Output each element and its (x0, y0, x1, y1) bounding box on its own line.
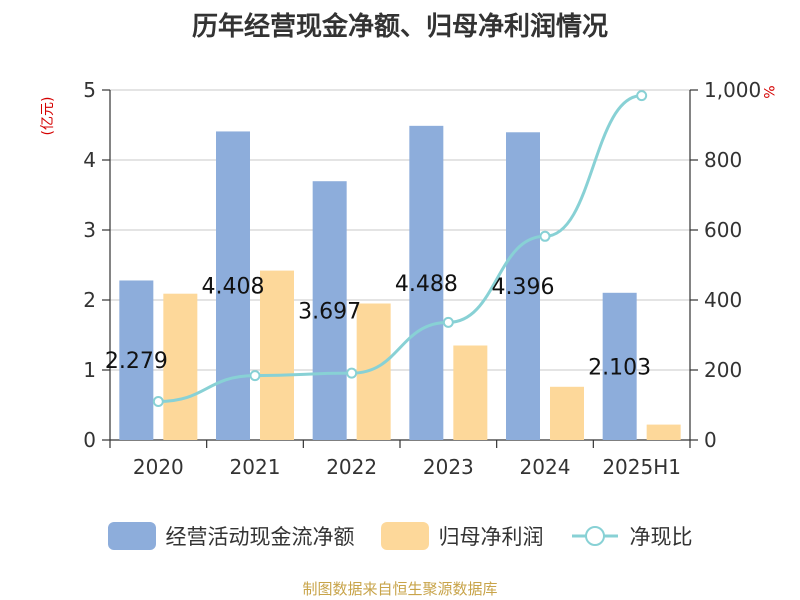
bar-data-label: 3.697 (298, 300, 361, 325)
bar-0 (216, 131, 250, 440)
source-note: 制图数据来自恒生聚源数据库 (302, 580, 498, 598)
bar-0 (312, 181, 347, 440)
line-point (249, 370, 261, 382)
bar-1 (550, 386, 584, 440)
grid-lines (110, 89, 690, 371)
line-path (158, 94, 642, 403)
bar-1 (646, 424, 681, 440)
bar-data-label: 4.488 (395, 272, 458, 297)
legend-line-marker (571, 526, 618, 546)
bar-0 (119, 280, 154, 440)
line-point (636, 90, 648, 102)
x-tick-label: 2024 (520, 455, 571, 479)
legend-swatch (380, 522, 429, 550)
line-point (346, 367, 358, 379)
left-tick-label: 1 (83, 358, 96, 382)
legend-label: 经营活动现金流净额 (165, 525, 355, 549)
right-tick-label: 800 (704, 148, 742, 172)
right-tick-label: 200 (704, 358, 742, 382)
bar-0 (602, 292, 637, 440)
bar-data-label: 2.279 (105, 349, 168, 374)
x-tick-label: 2021 (230, 455, 281, 479)
bar-data-label: 4.408 (202, 275, 265, 300)
x-tick-label: 2020 (133, 455, 184, 479)
right-tick-label: 400 (704, 288, 742, 312)
bars (119, 125, 681, 440)
line-point (539, 230, 551, 242)
legend-item[interactable]: 经营活动现金流净额 (107, 521, 355, 551)
left-tick-label: 3 (83, 218, 96, 242)
left-tick-label: 5 (83, 78, 96, 102)
chart-title: 历年经营现金净额、归母净利润情况 (191, 12, 608, 42)
left-axis-unit: (亿元) (40, 97, 56, 136)
line-series (152, 90, 648, 407)
left-tick-label: 4 (83, 148, 96, 172)
x-tick-label: 2025H1 (602, 455, 681, 479)
left-tick-label: 0 (83, 428, 96, 452)
line-point (442, 316, 454, 328)
bar-1 (453, 345, 488, 440)
right-tick-label: 0 (704, 428, 717, 452)
axes: 0 1 2 3 4 5 0 200 400 600 800 1,000 2020 2021 2022 2023… (40, 78, 776, 479)
left-tick-label: 2 (83, 288, 96, 312)
bar-data-label: 4.396 (492, 275, 555, 300)
legend: 经营活动现金流净额 归母净利润 净现比 (0, 518, 800, 554)
bar-0 (409, 125, 444, 440)
bar-1 (260, 270, 294, 440)
x-tick-label: 2022 (326, 455, 377, 479)
line-point (152, 396, 164, 407)
legend-item[interactable]: 净现比 (570, 521, 693, 551)
right-tick-label: 600 (704, 218, 742, 242)
bar-data-label: 2.103 (588, 355, 651, 380)
x-tick-label: 2023 (423, 455, 474, 479)
legend-label: 净现比 (629, 525, 693, 549)
data-labels: 2.279 4.408 3.697 4.488 4.396 2.103 (105, 272, 651, 380)
legend-label: 归母净利润 (438, 525, 544, 549)
right-tick-label: 1,000 (704, 78, 761, 102)
bar-1 (163, 293, 198, 440)
bar-0 (506, 132, 540, 440)
legend-swatch (107, 522, 156, 550)
legend-item[interactable]: 归母净利润 (380, 521, 544, 551)
right-axis-unit: % (760, 85, 776, 98)
